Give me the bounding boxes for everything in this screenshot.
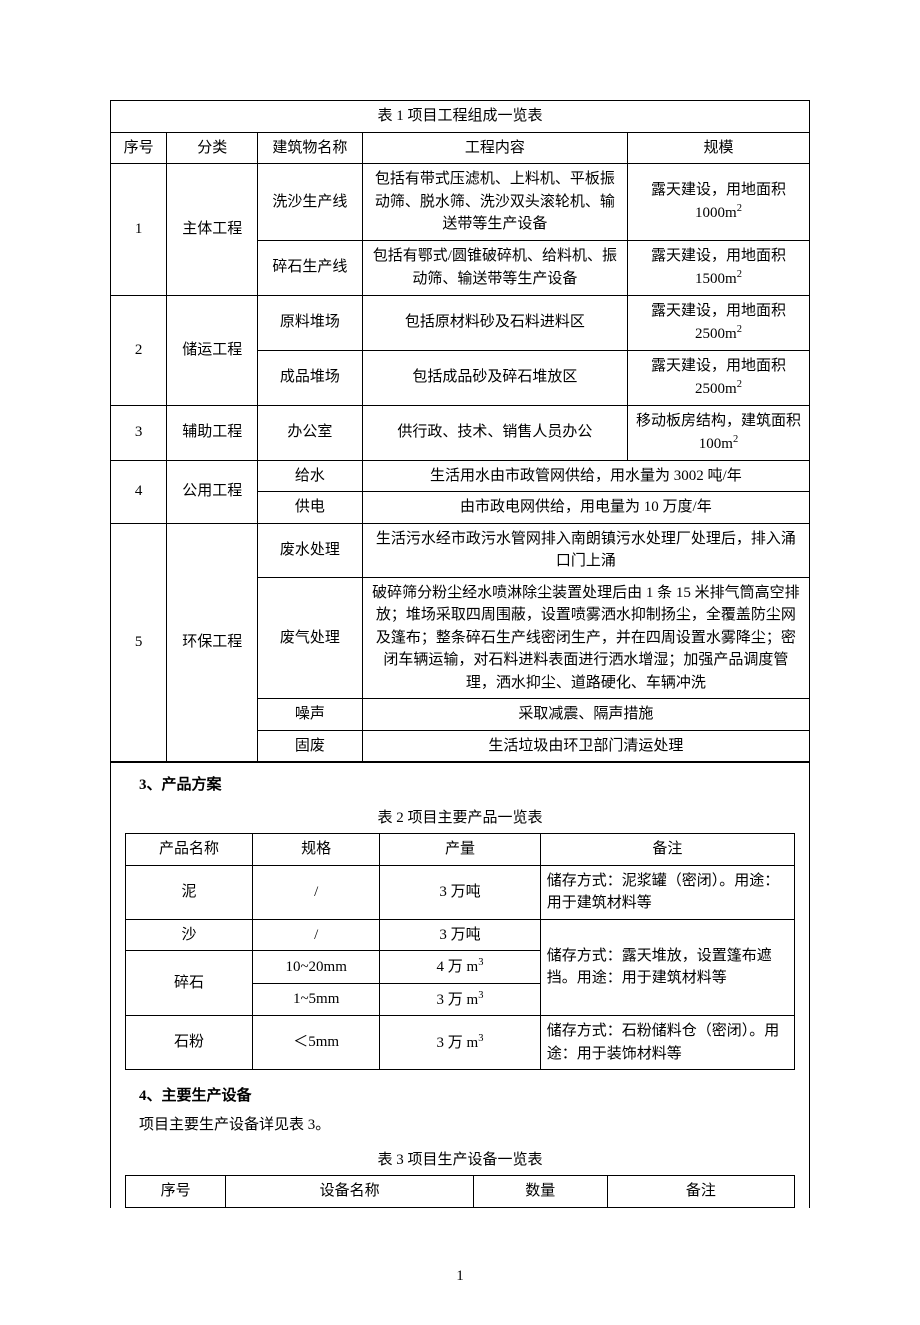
- table-row: 沙/3 万吨储存方式：露天堆放，设置篷布遮挡。用途：用于建筑材料等: [126, 919, 795, 951]
- table-1: 表 1 项目工程组成一览表 序号 分类 建筑物名称 工程内容 规模 1主体工程洗…: [111, 101, 809, 762]
- cell-merged: 生活用水由市政管网供给，用水量为 3002 吨/年: [362, 460, 809, 492]
- cell-merged: 破碎筛分粉尘经水喷淋除尘装置处理后由 1 条 15 米排气筒高空排放；堆场采取四…: [362, 577, 809, 699]
- table-1-title: 表 1 项目工程组成一览表: [111, 101, 809, 132]
- table-row: 4公用工程给水生活用水由市政管网供给，用水量为 3002 吨/年: [111, 460, 809, 492]
- cell-name: 成品堆场: [258, 350, 363, 405]
- section-4-heading: 4、主要生产设备: [111, 1074, 809, 1109]
- table-2-title: 表 2 项目主要产品一览表: [111, 798, 809, 833]
- col-header: 数量: [473, 1176, 607, 1208]
- col-header: 设备名称: [226, 1176, 474, 1208]
- cell-content: 包括有带式压滤机、上料机、平板振动筛、脱水筛、洗沙双头滚轮机、输送带等生产设备: [362, 164, 627, 241]
- table-row: 序号 分类 建筑物名称 工程内容 规模: [111, 132, 809, 164]
- cell-merged: 生活垃圾由环卫部门清运处理: [362, 730, 809, 762]
- cell-spec: 1~5mm: [253, 983, 380, 1016]
- cell-spec: ＜5mm: [253, 1016, 380, 1070]
- cell-category: 公用工程: [167, 460, 258, 523]
- table-row: 5环保工程废水处理生活污水经市政污水管网排入南朗镇污水处理厂处理后，排入涌口门上…: [111, 523, 809, 577]
- cell-name: 洗沙生产线: [258, 164, 363, 241]
- table-row: 泥/3 万吨储存方式：泥浆罐（密闭）。用途：用于建筑材料等: [126, 865, 795, 919]
- cell-content: 包括成品砂及碎石堆放区: [362, 350, 627, 405]
- cell-content: 供行政、技术、销售人员办公: [362, 405, 627, 460]
- cell-name: 噪声: [258, 699, 363, 731]
- col-header: 序号: [111, 132, 167, 164]
- cell-category: 储运工程: [167, 295, 258, 405]
- col-header: 产品名称: [126, 834, 253, 866]
- cell-spec: /: [253, 865, 380, 919]
- section-4-body: 项目主要生产设备详见表 3。: [111, 1109, 809, 1140]
- cell-seq: 5: [111, 523, 167, 762]
- table-3: 序号 设备名称 数量 备注: [125, 1175, 795, 1208]
- cell-name: 废水处理: [258, 523, 363, 577]
- table-row: 2储运工程原料堆场包括原材料砂及石料进料区露天建设，用地面积2500m2: [111, 295, 809, 350]
- cell-note: 储存方式：露天堆放，设置篷布遮挡。用途：用于建筑材料等: [540, 919, 794, 1016]
- section-3: 3、产品方案 表 2 项目主要产品一览表 产品名称 规格 产量 备注 泥/3 万…: [111, 762, 809, 1208]
- cell-name: 给水: [258, 460, 363, 492]
- cell-seq: 2: [111, 295, 167, 405]
- cell-product: 石粉: [126, 1016, 253, 1070]
- cell-spec: 10~20mm: [253, 951, 380, 984]
- cell-scale: 露天建设，用地面积1000m2: [628, 164, 810, 241]
- cell-category: 主体工程: [167, 164, 258, 296]
- cell-scale: 露天建设，用地面积2500m2: [628, 350, 810, 405]
- col-header: 备注: [607, 1176, 794, 1208]
- cell-content: 包括原材料砂及石料进料区: [362, 295, 627, 350]
- cell-output: 4 万 m3: [380, 951, 541, 984]
- cell-name: 供电: [258, 492, 363, 524]
- cell-output: 3 万 m3: [380, 1016, 541, 1070]
- cell-note: 储存方式：泥浆罐（密闭）。用途：用于建筑材料等: [540, 865, 794, 919]
- cell-seq: 3: [111, 405, 167, 460]
- col-header: 分类: [167, 132, 258, 164]
- cell-output: 3 万吨: [380, 865, 541, 919]
- col-header: 建筑物名称: [258, 132, 363, 164]
- cell-product: 泥: [126, 865, 253, 919]
- table-row: 产品名称 规格 产量 备注: [126, 834, 795, 866]
- cell-seq: 1: [111, 164, 167, 296]
- cell-category: 环保工程: [167, 523, 258, 762]
- table-row: 1主体工程洗沙生产线包括有带式压滤机、上料机、平板振动筛、脱水筛、洗沙双头滚轮机…: [111, 164, 809, 241]
- col-header: 备注: [540, 834, 794, 866]
- cell-name: 碎石生产线: [258, 240, 363, 295]
- cell-name: 原料堆场: [258, 295, 363, 350]
- cell-scale: 露天建设，用地面积2500m2: [628, 295, 810, 350]
- table-row: 序号 设备名称 数量 备注: [126, 1176, 795, 1208]
- cell-seq: 4: [111, 460, 167, 523]
- cell-scale: 移动板房结构，建筑面积 100m2: [628, 405, 810, 460]
- cell-output: 3 万 m3: [380, 983, 541, 1016]
- cell-merged: 生活污水经市政污水管网排入南朗镇污水处理厂处理后，排入涌口门上涌: [362, 523, 809, 577]
- col-header: 序号: [126, 1176, 226, 1208]
- section-3-heading: 3、产品方案: [111, 763, 809, 798]
- cell-name: 办公室: [258, 405, 363, 460]
- col-header: 产量: [380, 834, 541, 866]
- table-3-title: 表 3 项目生产设备一览表: [111, 1140, 809, 1175]
- page-number: 1: [110, 1268, 810, 1285]
- cell-product: 碎石: [126, 951, 253, 1016]
- cell-content: 包括有鄂式/圆锥破碎机、给料机、振动筛、输送带等生产设备: [362, 240, 627, 295]
- cell-spec: /: [253, 919, 380, 951]
- col-header: 规模: [628, 132, 810, 164]
- cell-category: 辅助工程: [167, 405, 258, 460]
- cell-merged: 由市政电网供给，用电量为 10 万度/年: [362, 492, 809, 524]
- cell-note: 储存方式：石粉储料仓（密闭）。用途：用于装饰材料等: [540, 1016, 794, 1070]
- cell-merged: 采取减震、隔声措施: [362, 699, 809, 731]
- table-row: 石粉＜5mm3 万 m3储存方式：石粉储料仓（密闭）。用途：用于装饰材料等: [126, 1016, 795, 1070]
- cell-scale: 露天建设，用地面积1500m2: [628, 240, 810, 295]
- cell-output: 3 万吨: [380, 919, 541, 951]
- col-header: 规格: [253, 834, 380, 866]
- col-header: 工程内容: [362, 132, 627, 164]
- cell-name: 固废: [258, 730, 363, 762]
- cell-product: 沙: [126, 919, 253, 951]
- table-row: 3辅助工程办公室供行政、技术、销售人员办公移动板房结构，建筑面积 100m2: [111, 405, 809, 460]
- table-2: 产品名称 规格 产量 备注 泥/3 万吨储存方式：泥浆罐（密闭）。用途：用于建筑…: [125, 833, 795, 1070]
- cell-name: 废气处理: [258, 577, 363, 699]
- content-frame: 表 1 项目工程组成一览表 序号 分类 建筑物名称 工程内容 规模 1主体工程洗…: [110, 100, 810, 1208]
